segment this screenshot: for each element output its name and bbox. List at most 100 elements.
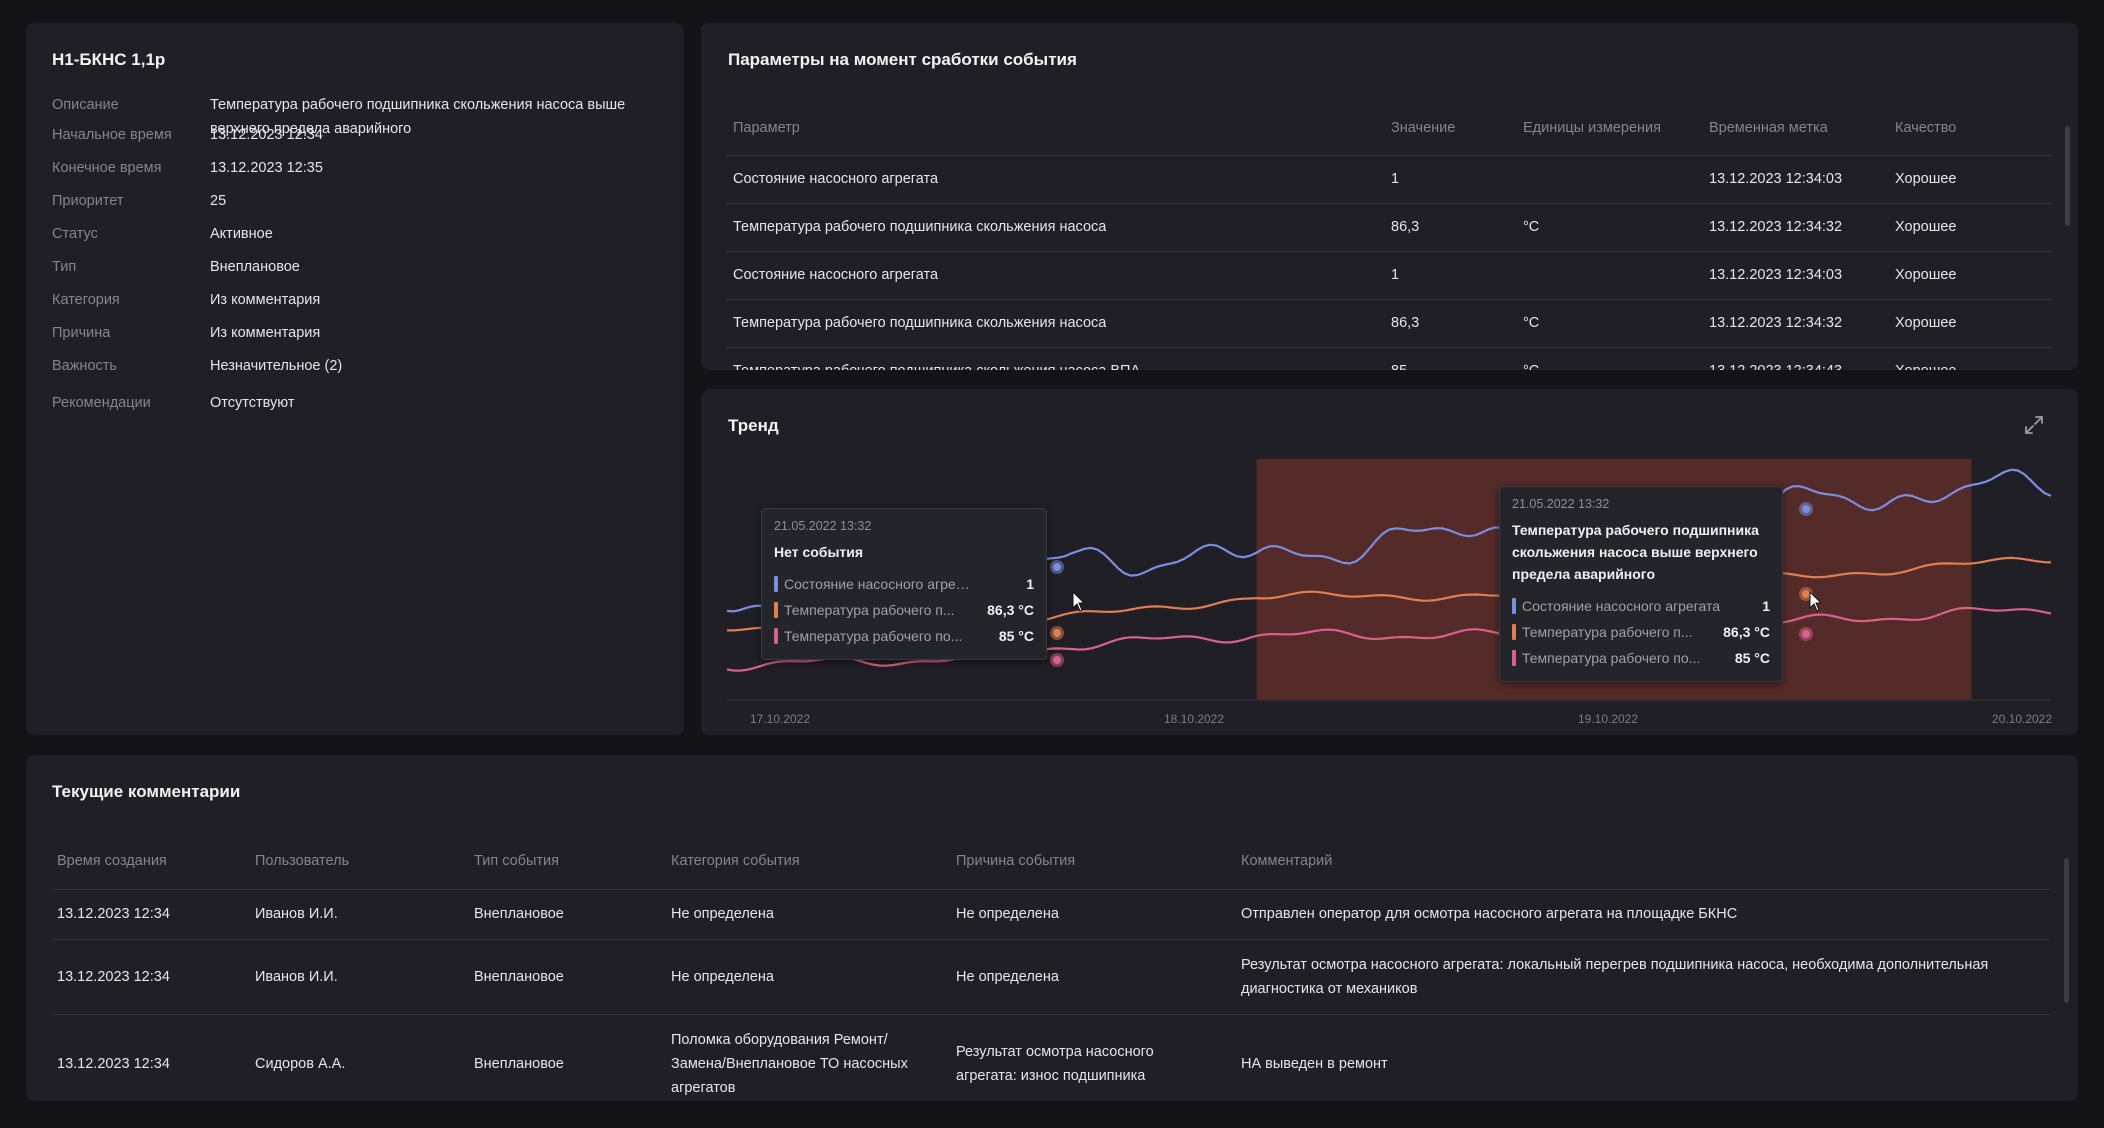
- table-cell: Внеплановое: [469, 939, 666, 1015]
- comments-table: Время создания Пользователь Тип события Кат…: [52, 833, 2050, 1101]
- table-cell: 13.12.2023 12:34: [52, 1014, 250, 1101]
- table-row[interactable]: Состояние насосного агрегата 1 13.12.2023 …: [725, 155, 2053, 204]
- table-cell: Состояние насосного агрегата: [725, 251, 1383, 300]
- hover-marker: [1053, 563, 1061, 571]
- table-cell: °С: [1515, 203, 1701, 252]
- trend-tooltip-left: 21.05.2022 13:32 Нет события Состояние н…: [761, 508, 1047, 660]
- info-label: Начальное время: [52, 127, 172, 143]
- table-row[interactable]: Температура рабочего подшипника скольжен…: [725, 203, 2053, 252]
- tooltip-series-value: 85 °C: [998, 628, 1034, 644]
- table-cell: Отправлен оператор для осмотра насосного…: [1236, 889, 2050, 940]
- table-cell: 13.12.2023 12:34: [52, 939, 250, 1015]
- trend-panel: 17.10.2022 18.10.2022 19.10.2022 20.10.2022…: [701, 389, 2078, 735]
- series-swatch: [1512, 650, 1516, 666]
- table-cell: Температура рабочего подшипника скольжен…: [725, 299, 1383, 348]
- tooltip-series-value: 85 °C: [1734, 650, 1770, 666]
- info-label: Категория: [52, 292, 120, 308]
- expand-icon: [2025, 416, 2043, 434]
- tooltip-row: Температура рабочего по... 85 °C: [774, 623, 1034, 649]
- table-row[interactable]: Состояние насосного агрегата 1 13.12.2023 …: [725, 251, 2053, 300]
- tooltip-series-value: 1: [1026, 576, 1034, 592]
- comments-title: Текущие комментарии: [52, 782, 241, 801]
- table-cell: 13.12.2023 12:34:32: [1701, 299, 1887, 348]
- column-header[interactable]: Тип события: [469, 833, 666, 890]
- table-cell: Хорошее: [1887, 203, 2053, 252]
- info-value: Отсутствуют: [210, 395, 295, 411]
- table-cell: 13.12.2023 12:34:43: [1701, 347, 1887, 370]
- info-value: 25: [210, 193, 227, 209]
- table-cell: 1: [1383, 155, 1515, 204]
- column-header[interactable]: Причина события: [951, 833, 1236, 890]
- series-swatch: [774, 628, 778, 644]
- trend-tooltip-right: 21.05.2022 13:32 Температура рабочего по…: [1499, 486, 1783, 682]
- mouse-cursor-icon: [1072, 590, 1086, 612]
- comments-scrollbar[interactable]: [2064, 858, 2069, 1003]
- table-cell: Состояние насосного агрегата: [725, 155, 1383, 204]
- event-params-panel: Параметры на момент сработки события Пар…: [701, 23, 2078, 370]
- table-cell: Хорошее: [1887, 347, 2053, 370]
- table-cell: Иванов И.И.: [250, 939, 469, 1015]
- info-value: 13.12.2023 12:34: [210, 127, 323, 143]
- x-tick-label: 20.10.2022: [1992, 712, 2052, 726]
- table-cell: 1: [1383, 251, 1515, 300]
- column-header[interactable]: Временная метка: [1701, 101, 1887, 156]
- table-cell: °С: [1515, 299, 1701, 348]
- expand-button[interactable]: [2022, 413, 2046, 437]
- table-cell: 85: [1383, 347, 1515, 370]
- hover-marker: [1802, 505, 1810, 513]
- series-swatch: [774, 602, 778, 618]
- hover-marker: [1053, 656, 1061, 664]
- table-cell: НА выведен в ремонт: [1236, 1014, 2050, 1101]
- table-cell: Результат осмотра насосного агрегата: из…: [951, 1014, 1236, 1101]
- series-swatch: [1512, 624, 1516, 640]
- tooltip-series-name: Температура рабочего п...: [784, 602, 955, 618]
- info-label: Тип: [52, 259, 77, 275]
- params-table: Параметр Значение Единицы измерения Временн…: [725, 101, 2053, 370]
- tooltip-series-name: Состояние насосного агрегата: [784, 576, 974, 592]
- info-label: Приоритет: [52, 193, 124, 209]
- column-header[interactable]: Параметр: [725, 101, 1383, 156]
- table-cell: Иванов И.И.: [250, 889, 469, 940]
- table-cell: Результат осмотра насосного агрегата: ло…: [1236, 939, 2050, 1015]
- table-cell: Внеплановое: [469, 1014, 666, 1101]
- tooltip-row: Состояние насосного агрегата 1: [1512, 593, 1770, 619]
- table-cell: Не определена: [666, 939, 951, 1015]
- column-header[interactable]: Единицы измерения: [1515, 101, 1701, 156]
- table-cell: °С: [1515, 347, 1701, 370]
- table-cell: Температура рабочего подшипника скольжен…: [725, 347, 1383, 370]
- column-header[interactable]: Комментарий: [1236, 833, 2050, 890]
- params-title: Параметры на момент сработки события: [728, 50, 1077, 69]
- x-tick-label: 18.10.2022: [1164, 712, 1224, 726]
- table-cell: Температура рабочего подшипника скольжен…: [725, 203, 1383, 252]
- info-value: Из комментария: [210, 292, 321, 308]
- info-value: Незначительное (2): [210, 358, 343, 374]
- series-line-bearing-temp-vpa: [726, 606, 2052, 672]
- info-value: 13.12.2023 12:35: [210, 160, 323, 176]
- tooltip-date: 21.05.2022 13:32: [774, 519, 872, 533]
- info-label: Описание: [52, 97, 119, 113]
- column-header[interactable]: Качество: [1887, 101, 2053, 156]
- table-row[interactable]: 13.12.2023 12:34 Сидоров А.А. Внеплановое П…: [52, 1014, 2050, 1101]
- info-label: Причина: [52, 325, 111, 341]
- column-header[interactable]: Время создания: [52, 833, 250, 890]
- table-cell: 86,3: [1383, 299, 1515, 348]
- table-row[interactable]: Температура рабочего подшипника скольжен…: [725, 347, 2053, 370]
- table-cell: [1515, 155, 1701, 204]
- column-header[interactable]: Категория события: [666, 833, 951, 890]
- table-cell: 13.12.2023 12:34:03: [1701, 251, 1887, 300]
- series-swatch: [1512, 598, 1516, 614]
- column-header[interactable]: Пользователь: [250, 833, 469, 890]
- table-row[interactable]: Температура рабочего подшипника скольжен…: [725, 299, 2053, 348]
- params-scrollbar[interactable]: [2065, 126, 2070, 226]
- tooltip-title: Температура рабочего подшипника скольжен…: [1512, 522, 1759, 582]
- x-tick-label: 17.10.2022: [750, 712, 810, 726]
- info-value: Температура рабочего подшипника скольжен…: [210, 97, 626, 137]
- info-value: Активное: [210, 226, 273, 242]
- event-title: Н1-БКНС 1,1р: [52, 50, 166, 69]
- table-row[interactable]: 13.12.2023 12:34 Иванов И.И. Внеплановое Не…: [52, 889, 2050, 940]
- table-row[interactable]: 13.12.2023 12:34 Иванов И.И. Внеплановое Не…: [52, 939, 2050, 1015]
- tooltip-row: Температура рабочего п... 86,3 °C: [774, 597, 1034, 623]
- tooltip-series-value: 1: [1762, 598, 1770, 614]
- table-cell: Не определена: [666, 889, 951, 940]
- column-header[interactable]: Значение: [1383, 101, 1515, 156]
